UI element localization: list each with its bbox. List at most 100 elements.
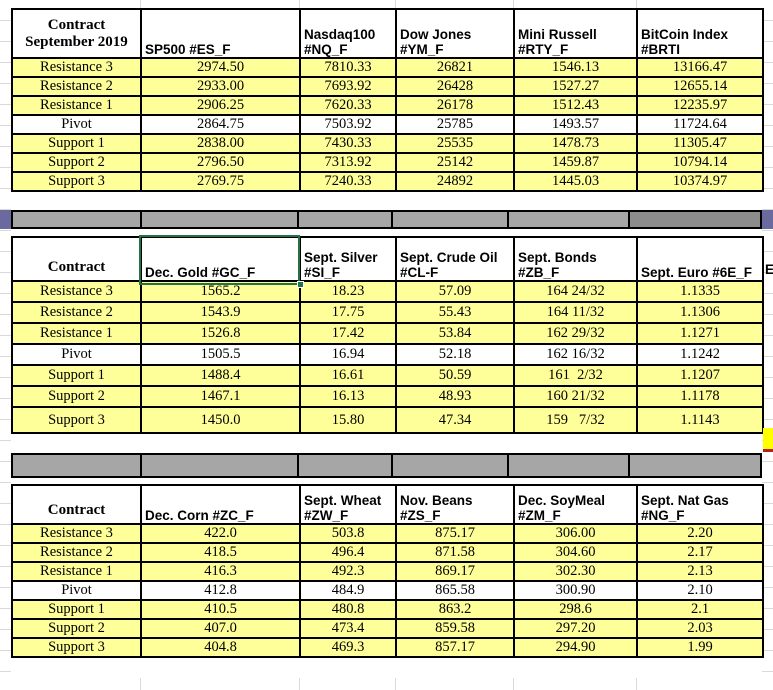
- value-cell[interactable]: 422.0: [140, 523, 301, 544]
- column-header-cell selected-cell[interactable]: Dec. Gold #GC_F: [140, 236, 301, 282]
- value-cell[interactable]: 306.00: [513, 523, 638, 544]
- value-cell[interactable]: 1543.9: [140, 301, 301, 324]
- separator-cell[interactable]: [13, 212, 140, 227]
- value-cell[interactable]: 304.60: [513, 542, 638, 563]
- value-cell[interactable]: 473.4: [299, 618, 397, 639]
- row-label-cell[interactable]: Support 3: [11, 406, 142, 434]
- value-cell[interactable]: 164 11/32: [513, 301, 638, 324]
- value-cell[interactable]: 418.5: [140, 542, 301, 563]
- value-cell[interactable]: 859.58: [395, 618, 515, 639]
- row-label-cell[interactable]: Support 1: [11, 599, 142, 620]
- value-cell[interactable]: 410.5: [140, 599, 301, 620]
- row-label-cell[interactable]: Support 2: [11, 618, 142, 639]
- fill-handle[interactable]: [297, 281, 304, 288]
- value-cell[interactable]: 164 24/32: [513, 280, 638, 303]
- value-cell[interactable]: 2.17: [636, 542, 764, 563]
- separator-cell[interactable]: [391, 212, 507, 227]
- value-cell[interactable]: 2864.75: [140, 114, 301, 135]
- value-cell[interactable]: 2906.25: [140, 95, 301, 116]
- value-cell[interactable]: 7503.92: [299, 114, 397, 135]
- value-cell[interactable]: 2.13: [636, 561, 764, 582]
- separator-cell[interactable]: [140, 212, 297, 227]
- separator-cell[interactable]: [628, 212, 760, 227]
- row-label-cell[interactable]: Resistance 2: [11, 76, 142, 97]
- separator-cell[interactable]: [297, 455, 391, 476]
- value-cell[interactable]: 412.8: [140, 580, 301, 601]
- row-label-cell[interactable]: Pivot: [11, 580, 142, 601]
- value-cell[interactable]: 300.90: [513, 580, 638, 601]
- column-header-cell[interactable]: Sept. Euro #6E_F: [636, 236, 764, 282]
- value-cell[interactable]: 1478.73: [513, 133, 638, 154]
- value-cell[interactable]: 302.30: [513, 561, 638, 582]
- row-label-cell[interactable]: Support 3: [11, 171, 142, 192]
- value-cell[interactable]: 1.1207: [636, 364, 764, 387]
- value-cell[interactable]: 162 16/32: [513, 343, 638, 366]
- value-cell[interactable]: 16.94: [299, 343, 397, 366]
- value-cell[interactable]: 1467.1: [140, 385, 301, 408]
- column-header-cell[interactable]: Dow Jones #YM_F: [395, 8, 515, 59]
- value-cell[interactable]: 1.1306: [636, 301, 764, 324]
- value-cell[interactable]: 7693.92: [299, 76, 397, 97]
- value-cell[interactable]: 416.3: [140, 561, 301, 582]
- value-cell[interactable]: 863.2: [395, 599, 515, 620]
- value-cell[interactable]: 17.42: [299, 322, 397, 345]
- row-label-cell[interactable]: Resistance 1: [11, 95, 142, 116]
- value-cell[interactable]: 162 29/32: [513, 322, 638, 345]
- value-cell[interactable]: 1526.8: [140, 322, 301, 345]
- value-cell[interactable]: 2.10: [636, 580, 764, 601]
- value-cell[interactable]: 53.84: [395, 322, 515, 345]
- value-cell[interactable]: 12235.97: [636, 95, 764, 116]
- value-cell[interactable]: 2769.75: [140, 171, 301, 192]
- value-cell[interactable]: 1.1178: [636, 385, 764, 408]
- value-cell[interactable]: 52.18: [395, 343, 515, 366]
- column-header-cell[interactable]: Dec. Corn #ZC_F: [140, 484, 301, 525]
- row-label-cell[interactable]: Pivot: [11, 114, 142, 135]
- value-cell[interactable]: 1.1143: [636, 406, 764, 434]
- value-cell[interactable]: 407.0: [140, 618, 301, 639]
- separator-cell[interactable]: [13, 455, 140, 476]
- value-cell[interactable]: 48.93: [395, 385, 515, 408]
- column-header-cell[interactable]: Sept. Silver #SI_F: [299, 236, 397, 282]
- value-cell[interactable]: 12655.14: [636, 76, 764, 97]
- value-cell[interactable]: 10794.14: [636, 152, 764, 173]
- row-label-cell[interactable]: Resistance 3: [11, 280, 142, 303]
- column-header-cell[interactable]: Sept. Wheat #ZW_F: [299, 484, 397, 525]
- value-cell[interactable]: 1493.57: [513, 114, 638, 135]
- column-header-cell[interactable]: SP500 #ES_F: [140, 8, 301, 59]
- value-cell[interactable]: 57.09: [395, 280, 515, 303]
- row-label-cell[interactable]: Support 2: [11, 385, 142, 408]
- separator-cell[interactable]: [140, 455, 297, 476]
- row-label-cell[interactable]: Resistance 2: [11, 301, 142, 324]
- value-cell[interactable]: 13166.47: [636, 57, 764, 78]
- value-cell[interactable]: 875.17: [395, 523, 515, 544]
- value-cell[interactable]: 1450.0: [140, 406, 301, 434]
- value-cell[interactable]: 1.1271: [636, 322, 764, 345]
- value-cell[interactable]: 25142: [395, 152, 515, 173]
- separator-cell[interactable]: [507, 455, 628, 476]
- column-header-cell[interactable]: Sept. Crude Oil #CL-F: [395, 236, 515, 282]
- value-cell[interactable]: 160 21/32: [513, 385, 638, 408]
- column-header-cell[interactable]: Sept. Bonds #ZB_F: [513, 236, 638, 282]
- row-label-cell[interactable]: Support 3: [11, 637, 142, 658]
- value-cell[interactable]: 1445.03: [513, 171, 638, 192]
- value-cell[interactable]: 1.99: [636, 637, 764, 658]
- value-cell[interactable]: 7810.33: [299, 57, 397, 78]
- value-cell[interactable]: 11305.47: [636, 133, 764, 154]
- value-cell[interactable]: 294.90: [513, 637, 638, 658]
- value-cell[interactable]: 2.20: [636, 523, 764, 544]
- value-cell[interactable]: 484.9: [299, 580, 397, 601]
- value-cell[interactable]: 7620.33: [299, 95, 397, 116]
- row-label-cell[interactable]: Resistance 2: [11, 542, 142, 563]
- value-cell[interactable]: 7240.33: [299, 171, 397, 192]
- column-header-cell[interactable]: Dec. SoyMeal #ZM_F: [513, 484, 638, 525]
- row-label-cell[interactable]: Resistance 1: [11, 322, 142, 345]
- separator-cell[interactable]: [507, 212, 628, 227]
- value-cell[interactable]: 2933.00: [140, 76, 301, 97]
- value-cell[interactable]: 1505.5: [140, 343, 301, 366]
- value-cell[interactable]: 2796.50: [140, 152, 301, 173]
- value-cell[interactable]: 7430.33: [299, 133, 397, 154]
- corner-header-cell[interactable]: Contract: [11, 484, 142, 525]
- value-cell[interactable]: 2.1: [636, 599, 764, 620]
- row-label-cell[interactable]: Pivot: [11, 343, 142, 366]
- separator-cell[interactable]: [628, 455, 760, 476]
